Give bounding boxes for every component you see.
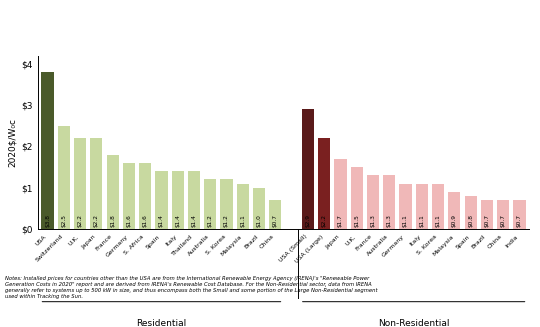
- Bar: [90, 138, 103, 229]
- Bar: [58, 126, 70, 229]
- Bar: [318, 138, 330, 229]
- Text: $1.8: $1.8: [110, 214, 115, 227]
- Bar: [334, 159, 347, 229]
- Bar: [220, 180, 233, 229]
- Bar: [269, 200, 281, 229]
- Bar: [106, 155, 119, 229]
- Bar: [481, 200, 493, 229]
- Text: $0.7: $0.7: [517, 214, 522, 227]
- Bar: [204, 180, 217, 229]
- Bar: [416, 183, 428, 229]
- Text: $1.3: $1.3: [370, 214, 375, 227]
- Bar: [237, 183, 249, 229]
- Text: $2.5: $2.5: [62, 214, 66, 227]
- Bar: [139, 163, 151, 229]
- Text: Non-Residential: Non-Residential: [378, 319, 449, 327]
- Bar: [432, 183, 444, 229]
- Text: $0.7: $0.7: [273, 214, 278, 227]
- Bar: [156, 171, 167, 229]
- Text: $1.4: $1.4: [176, 214, 180, 227]
- Text: $0.7: $0.7: [501, 214, 505, 227]
- Bar: [350, 167, 363, 229]
- Bar: [448, 192, 461, 229]
- Text: $1.3: $1.3: [387, 214, 392, 227]
- Text: $2.2: $2.2: [322, 214, 327, 227]
- Text: $0.9: $0.9: [452, 214, 457, 227]
- Text: $1.6: $1.6: [126, 214, 131, 227]
- Bar: [188, 171, 200, 229]
- Text: Comparison of Installed Prices in 2020 across Countries: Comparison of Installed Prices in 2020 a…: [6, 29, 425, 42]
- Text: $1.4: $1.4: [192, 214, 197, 227]
- Text: $2.2: $2.2: [78, 214, 83, 227]
- Text: $2.2: $2.2: [94, 214, 99, 227]
- Text: $1.1: $1.1: [240, 214, 245, 227]
- Text: $1.5: $1.5: [354, 214, 359, 227]
- Text: Notes: Installed prices for countries other than the USA are from the Internatio: Notes: Installed prices for countries ot…: [5, 276, 378, 299]
- Text: $0.7: $0.7: [484, 214, 489, 227]
- Text: $1.2: $1.2: [208, 214, 213, 227]
- Bar: [302, 109, 314, 229]
- Text: $1.2: $1.2: [224, 214, 229, 227]
- Text: $1.7: $1.7: [338, 214, 343, 227]
- Bar: [464, 196, 477, 229]
- Bar: [172, 171, 184, 229]
- Bar: [123, 163, 135, 229]
- Bar: [400, 183, 411, 229]
- Text: $3.8: $3.8: [45, 214, 50, 227]
- Text: $0.8: $0.8: [468, 214, 473, 227]
- Text: $2.9: $2.9: [306, 214, 310, 227]
- Text: $1.4: $1.4: [159, 214, 164, 227]
- Bar: [367, 175, 379, 229]
- Text: $1.6: $1.6: [143, 214, 148, 227]
- Bar: [42, 72, 53, 229]
- Bar: [253, 188, 265, 229]
- Text: $1.1: $1.1: [403, 214, 408, 227]
- Bar: [383, 175, 395, 229]
- Y-axis label: 2020$/W₀ᴄ: 2020$/W₀ᴄ: [8, 118, 17, 167]
- Text: $1.1: $1.1: [436, 214, 441, 227]
- Bar: [514, 200, 525, 229]
- Text: $1.1: $1.1: [419, 214, 424, 227]
- Text: Residential: Residential: [136, 319, 187, 327]
- Bar: [497, 200, 509, 229]
- Bar: [74, 138, 86, 229]
- Text: $1.0: $1.0: [256, 214, 261, 227]
